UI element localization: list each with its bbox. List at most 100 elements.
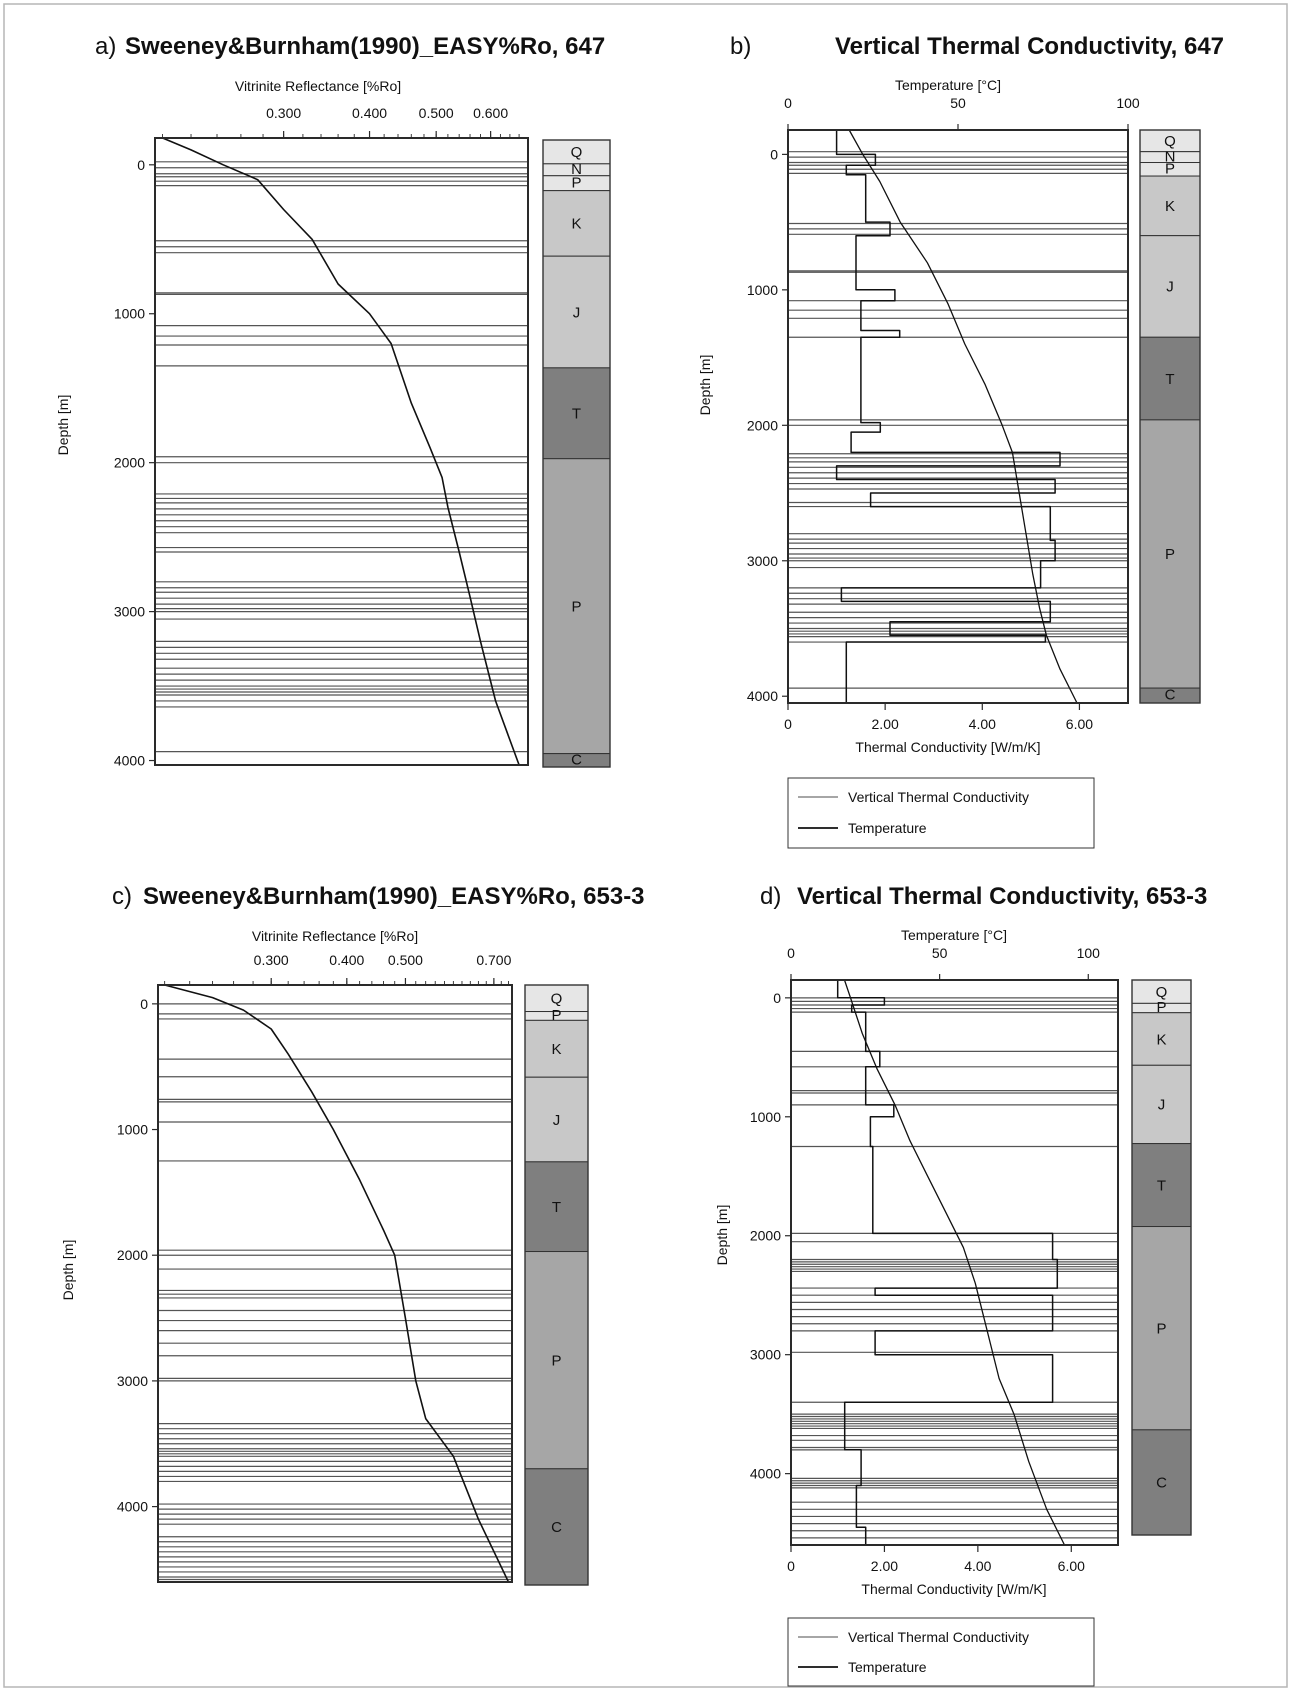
strat-unit-label: P	[571, 598, 581, 615]
y-tick-label: 3000	[750, 1347, 781, 1363]
strat-unit-label: P	[551, 1352, 561, 1369]
x-tick-label: 2.00	[871, 1558, 898, 1574]
vitrinite-reflectance-line	[164, 984, 510, 1583]
panel-c: c) Sweeney&Burnham(1990)_EASY%Ro, 653-3 …	[60, 883, 645, 1586]
strat-unit-j	[1139, 235, 1201, 338]
x-tick-label: 0.400	[352, 105, 387, 121]
y-tick-label: 4000	[114, 753, 145, 769]
y-tick-label: 4000	[750, 1466, 781, 1482]
y-axis-label: Depth [m]	[714, 1205, 730, 1266]
strat-unit-label: P	[1156, 1320, 1166, 1337]
strat-unit-label: K	[551, 1041, 561, 1058]
x-axis-label: Vitrinite Reflectance [%Ro]	[235, 78, 401, 94]
x-tick-label: 6.00	[1066, 716, 1093, 732]
y-tick-label: 1000	[750, 1109, 781, 1125]
strat-unit-label: P	[571, 174, 581, 191]
strat-unit-label: J	[573, 304, 581, 321]
panel-title: Sweeney&Burnham(1990)_EASY%Ro, 653-3	[143, 883, 645, 910]
y-axis-label: Depth [m]	[697, 355, 713, 416]
temperature-line	[848, 129, 1078, 704]
x-tick-label: 0	[784, 716, 792, 732]
vitrinite-reflectance-line	[162, 137, 520, 766]
strat-unit-k	[1139, 175, 1201, 237]
panel-letter: d)	[760, 883, 781, 910]
legend: Vertical Thermal Conductivity Temperatur…	[787, 1617, 1095, 1687]
legend: Vertical Thermal Conductivity Temperatur…	[787, 777, 1095, 849]
x2-tick-label: 50	[932, 945, 948, 961]
plot-frame	[154, 137, 529, 766]
x-tick-label: 2.00	[872, 716, 899, 732]
x2-tick-label: 100	[1077, 945, 1101, 961]
strat-unit-label: T	[572, 406, 581, 423]
legend-label-temperature: Temperature	[848, 1659, 927, 1675]
strat-unit-label: Q	[571, 144, 583, 161]
figure-border	[3, 3, 1288, 1688]
x-tick-label: 0.600	[473, 105, 508, 121]
x2-tick-label: 100	[1116, 95, 1140, 111]
y-tick-label: 2000	[117, 1247, 148, 1263]
legend-label-conductivity: Vertical Thermal Conductivity	[848, 1629, 1029, 1645]
strat-unit-label: N	[1165, 148, 1176, 165]
strat-unit-label: K	[571, 216, 581, 233]
strat-unit-label: C	[551, 1519, 562, 1536]
x-tick-label: 6.00	[1058, 1558, 1085, 1574]
y-tick-label: 4000	[117, 1499, 148, 1515]
strat-column-frame	[524, 984, 589, 1586]
y-axis-label: Depth [m]	[55, 395, 71, 456]
y-tick-label: 0	[773, 990, 781, 1006]
x-axis-label: Vitrinite Reflectance [%Ro]	[252, 928, 418, 944]
x-tick-label: 0.300	[266, 105, 301, 121]
y-tick-label: 0	[140, 996, 148, 1012]
strat-unit-label: C	[571, 751, 582, 768]
x-tick-label: 0	[787, 1558, 795, 1574]
strat-unit-label: J	[553, 1112, 561, 1129]
y-axis-label: Depth [m]	[60, 1240, 76, 1301]
strat-unit-t	[542, 367, 611, 460]
thermal-conductivity-line	[836, 980, 1059, 1545]
strat-unit-c	[1131, 1429, 1192, 1536]
thermal-conductivity-line	[835, 130, 1061, 703]
y-tick-label: 4000	[747, 688, 778, 704]
strat-unit-label: T	[1165, 371, 1174, 388]
x-tick-label: 0.400	[329, 952, 364, 968]
plot-frame	[790, 979, 1119, 1546]
panel-title: Vertical Thermal Conductivity, 647	[835, 33, 1224, 60]
panel-title: Vertical Thermal Conductivity, 653-3	[797, 883, 1207, 910]
x2-tick-label: 0	[784, 95, 792, 111]
strat-unit-label: C	[1165, 687, 1176, 704]
strat-unit-label: K	[1156, 1031, 1166, 1048]
strat-unit-k	[1131, 1012, 1192, 1066]
x-axis-label: Thermal Conductivity [W/m/K]	[861, 1581, 1046, 1597]
strat-unit-label: N	[571, 161, 582, 178]
strat-unit-label: T	[552, 1199, 561, 1216]
strat-unit-label: J	[1158, 1097, 1166, 1114]
x-axis-label: Thermal Conductivity [W/m/K]	[855, 739, 1040, 755]
x2-tick-label: 50	[950, 95, 966, 111]
y-tick-label: 2000	[114, 455, 145, 471]
panel-letter: b)	[730, 33, 751, 60]
x-tick-label: 4.00	[964, 1558, 991, 1574]
panel-letter: c)	[112, 883, 132, 910]
x-tick-label: 0.300	[254, 952, 289, 968]
temperature-line	[843, 979, 1066, 1546]
strat-unit-j	[1131, 1064, 1192, 1145]
strat-unit-label: Q	[1164, 133, 1176, 150]
x-tick-label: 0.700	[476, 952, 511, 968]
legend-box	[787, 777, 1095, 849]
panel-d: d) Vertical Thermal Conductivity, 653-3 …	[714, 883, 1207, 1687]
strat-unit-label: P	[1165, 546, 1175, 563]
strat-unit-label: P	[1165, 160, 1175, 177]
legend-box	[787, 1617, 1095, 1687]
strat-unit-label: Q	[1156, 984, 1168, 1001]
x2-axis-label: Temperature [°C]	[901, 927, 1007, 943]
y-tick-label: 1000	[114, 306, 145, 322]
panel-b: b) Vertical Thermal Conductivity, 647 Te…	[697, 33, 1224, 849]
strat-unit-p	[542, 458, 611, 755]
panel-a: a) Sweeney&Burnham(1990)_EASY%Ro, 647 Vi…	[55, 33, 611, 769]
y-tick-label: 3000	[747, 553, 778, 569]
panel-title: Sweeney&Burnham(1990)_EASY%Ro, 647	[125, 33, 605, 60]
x-tick-label: 0.500	[419, 105, 454, 121]
strat-unit-label: T	[1157, 1177, 1166, 1194]
